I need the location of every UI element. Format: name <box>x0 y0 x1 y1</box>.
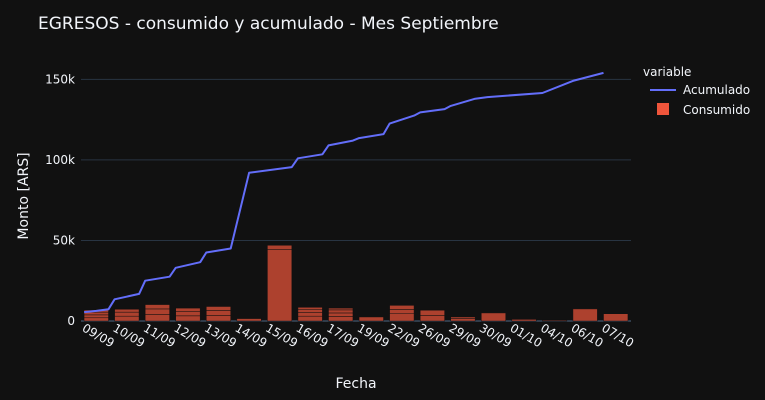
x-tick-label-16: 06/10 <box>569 321 606 350</box>
x-tick-label-14: 01/10 <box>508 321 545 350</box>
grid-lines <box>81 78 631 322</box>
y-tick-label-2: 100k <box>45 153 75 167</box>
bar-7-segment-3[interactable] <box>297 307 323 310</box>
x-tick-label-13: 30/09 <box>477 321 514 350</box>
bar-9-segment-0[interactable] <box>358 316 384 322</box>
x-tick-label-2: 11/09 <box>141 321 178 350</box>
x-tick-label-7: 16/09 <box>294 321 331 350</box>
x-tick-label-15: 04/10 <box>538 321 575 350</box>
bar-3-segment-1[interactable] <box>175 311 201 317</box>
bar-15-segment-0[interactable] <box>542 319 568 322</box>
x-tick-label-6: 15/09 <box>263 321 300 350</box>
x-tick-label-9: 19/09 <box>355 321 392 350</box>
bar-4-segment-1[interactable] <box>206 310 231 316</box>
x-tick-label-5: 14/09 <box>233 321 270 350</box>
x-tick-label-11: 26/09 <box>416 321 453 350</box>
x-tick-label-10: 22/09 <box>385 321 422 350</box>
x-tick-label-1: 10/09 <box>110 321 147 350</box>
bar-4-segment-2[interactable] <box>206 306 231 311</box>
bar-7-segment-2[interactable] <box>297 309 323 313</box>
x-axis-title: Fecha <box>335 376 376 392</box>
x-tick-label-17: 07/10 <box>599 321 636 350</box>
bar-2-segment-2[interactable] <box>144 304 170 310</box>
bar-8-segment-1[interactable] <box>328 312 354 317</box>
acumulado-line[interactable] <box>84 71 604 314</box>
bar-10-segment-1[interactable] <box>389 309 415 314</box>
bar-8-segment-2[interactable] <box>328 309 354 314</box>
line-series-acumulado <box>84 71 604 314</box>
bar-17-segment-0[interactable] <box>603 313 629 322</box>
bar-10-segment-0[interactable] <box>389 313 415 322</box>
x-tick-label-4: 13/09 <box>202 321 239 350</box>
legend-title: variable <box>643 65 691 79</box>
legend-swatch-consumido <box>657 103 669 115</box>
legend-label-consumido: Consumido <box>683 103 750 117</box>
bar-5-segment-0[interactable] <box>236 318 262 322</box>
bar-14-segment-0[interactable] <box>511 319 537 322</box>
bar-1-segment-1[interactable] <box>114 311 140 317</box>
bar-10-segment-2[interactable] <box>389 305 415 310</box>
bar-6-segment-1[interactable] <box>267 245 293 250</box>
bar-11-segment-0[interactable] <box>419 315 445 322</box>
x-axis-ticks: 09/0910/0911/0912/0913/0914/0915/0916/09… <box>80 321 636 350</box>
bar-12-segment-1[interactable] <box>450 316 476 319</box>
legend-label-acumulado: Acumulado <box>683 83 750 97</box>
y-axis-ticks: 0 50k 100k 150k <box>45 72 75 328</box>
bar-13-segment-0[interactable] <box>481 312 506 322</box>
bar-0-segment-1[interactable] <box>83 314 109 319</box>
bar-16-segment-0[interactable] <box>572 308 598 322</box>
bar-7-segment-1[interactable] <box>297 312 323 317</box>
bar-2-segment-0[interactable] <box>144 314 170 322</box>
y-tick-label-3: 150k <box>45 72 75 86</box>
y-tick-label-1: 50k <box>53 233 75 247</box>
bar-11-segment-1[interactable] <box>419 309 445 316</box>
bar-series-consumido <box>83 245 629 322</box>
x-tick-label-3: 12/09 <box>171 321 208 350</box>
x-tick-label-12: 29/09 <box>446 321 483 350</box>
x-tick-label-8: 17/09 <box>324 321 361 350</box>
legend-item-consumido[interactable]: Consumido <box>657 103 750 117</box>
chart-title: EGRESOS - consumido y acumulado - Mes Se… <box>38 14 499 34</box>
bar-1-segment-2[interactable] <box>114 308 140 313</box>
bar-8-segment-3[interactable] <box>328 307 354 311</box>
legend[interactable]: variable Acumulado Consumido <box>643 65 750 117</box>
x-tick-label-0: 09/09 <box>80 321 117 350</box>
legend-item-acumulado[interactable]: Acumulado <box>650 83 750 97</box>
bar-3-segment-2[interactable] <box>175 307 201 312</box>
y-tick-label-0: 0 <box>67 314 75 328</box>
bar-6-segment-0[interactable] <box>267 249 293 322</box>
y-axis-title: Monto [ARS] <box>16 152 32 239</box>
bar-2-segment-1[interactable] <box>144 308 170 315</box>
bar-4-segment-0[interactable] <box>206 315 231 322</box>
